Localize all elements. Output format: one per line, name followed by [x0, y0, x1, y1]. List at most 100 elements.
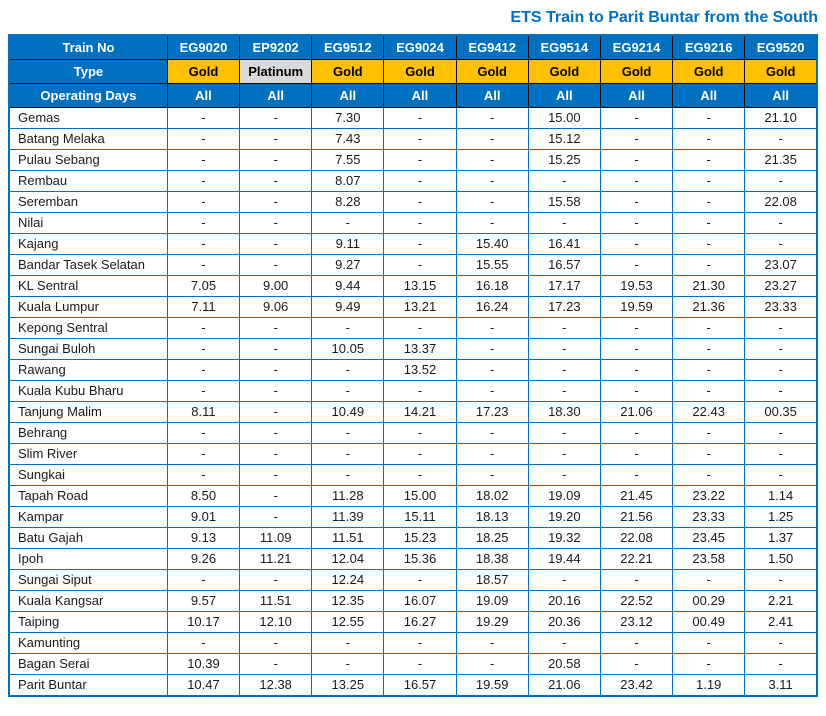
time-cell: 21.56: [599, 506, 674, 528]
train-no-cell: EG9024: [383, 34, 457, 60]
time-cell: 18.30: [527, 401, 601, 423]
time-cell: 7.11: [166, 296, 241, 318]
time-cell: -: [527, 170, 601, 192]
time-cell: 19.09: [455, 590, 529, 612]
time-cell: 20.16: [527, 590, 601, 612]
time-cell: -: [239, 506, 313, 528]
time-cell: 18.25: [455, 527, 529, 549]
time-cell: -: [166, 338, 241, 360]
time-cell: 19.29: [455, 611, 529, 633]
time-cell: 16.27: [383, 611, 457, 633]
time-cell: 15.58: [527, 191, 601, 213]
time-cell: -: [166, 380, 241, 402]
time-cell: -: [239, 191, 313, 213]
time-cell: -: [744, 338, 818, 360]
time-cell: 12.04: [311, 548, 385, 570]
time-cell: -: [455, 422, 529, 444]
station-name-cell: Bagan Serai: [8, 653, 168, 675]
type-row: Type Gold Platinum Gold Gold Gold Gold Gold Gold…: [8, 59, 818, 84]
time-cell: -: [166, 128, 241, 150]
time-cell: -: [672, 359, 746, 381]
time-cell: 10.17: [166, 611, 241, 633]
station-row: Nilai - - - - - - - - -: [8, 212, 818, 234]
train-type-cell: Gold: [599, 59, 674, 84]
header-label-train-no: Train No: [8, 34, 168, 60]
time-cell: 10.05: [311, 338, 385, 360]
time-cell: 11.51: [311, 527, 385, 549]
time-cell: -: [599, 233, 674, 255]
time-cell: -: [744, 233, 818, 255]
time-cell: -: [527, 359, 601, 381]
time-cell: -: [527, 443, 601, 465]
time-cell: -: [455, 149, 529, 171]
time-cell: 15.12: [527, 128, 601, 150]
station-row: Kuala Kubu Bharu - - - - - - - - -: [8, 380, 818, 402]
station-row: Gemas - -7.30- -15.00- -21.10: [8, 107, 818, 129]
time-cell: -: [383, 170, 457, 192]
time-cell: -: [599, 443, 674, 465]
time-cell: -: [455, 128, 529, 150]
station-row: Tapah Road 8.50-11.28 15.00 18.02 19.09 21.45…: [8, 485, 818, 507]
station-row: Batu Gajah 9.13 11.09 11.51 15.23 18.25 19.32 2…: [8, 527, 818, 549]
station-name-cell: Gemas: [8, 107, 168, 129]
time-cell: -: [383, 380, 457, 402]
time-cell: -: [599, 170, 674, 192]
time-cell: 19.32: [527, 527, 601, 549]
station-name-cell: Taiping: [8, 611, 168, 633]
time-cell: 16.57: [527, 254, 601, 276]
time-cell: 14.21: [383, 401, 457, 423]
time-cell: 15.25: [527, 149, 601, 171]
time-cell: -: [311, 317, 385, 339]
time-cell: 19.59: [455, 674, 529, 697]
time-cell: -: [672, 128, 746, 150]
time-cell: 21.30: [672, 275, 746, 297]
train-no-cell: EG9214: [599, 34, 674, 60]
time-cell: -: [599, 653, 674, 675]
station-name-cell: Rembau: [8, 170, 168, 192]
station-name-cell: Kajang: [8, 233, 168, 255]
train-no-cell: EG9020: [166, 34, 241, 60]
operating-days-cell: All: [672, 83, 746, 108]
operating-days-cell: All: [455, 83, 529, 108]
time-cell: -: [383, 212, 457, 234]
time-cell: 13.21: [383, 296, 457, 318]
time-cell: -: [672, 317, 746, 339]
time-cell: -: [166, 464, 241, 486]
station-name-cell: Sungai Buloh: [8, 338, 168, 360]
time-cell: 19.59: [599, 296, 674, 318]
time-cell: 9.27: [311, 254, 385, 276]
time-cell: 11.39: [311, 506, 385, 528]
header-label-type: Type: [8, 59, 168, 84]
time-cell: -: [455, 107, 529, 129]
time-cell: -: [311, 422, 385, 444]
time-cell: -: [239, 170, 313, 192]
time-cell: 21.10: [744, 107, 818, 129]
time-cell: -: [239, 569, 313, 591]
time-cell: 2.21: [744, 590, 818, 612]
time-cell: -: [672, 254, 746, 276]
station-name-cell: Nilai: [8, 212, 168, 234]
time-cell: 11.28: [311, 485, 385, 507]
time-cell: 23.27: [744, 275, 818, 297]
time-cell: 16.18: [455, 275, 529, 297]
time-cell: -: [383, 107, 457, 129]
time-cell: 16.57: [383, 674, 457, 697]
time-cell: -: [383, 191, 457, 213]
time-cell: -: [599, 128, 674, 150]
time-cell: 19.44: [527, 548, 601, 570]
time-cell: 21.36: [672, 296, 746, 318]
time-cell: -: [311, 464, 385, 486]
time-cell: -: [166, 422, 241, 444]
time-cell: -: [455, 380, 529, 402]
time-cell: -: [527, 380, 601, 402]
time-cell: -: [166, 170, 241, 192]
time-cell: -: [239, 443, 313, 465]
station-row: Ipoh 9.26 11.21 12.04 15.36 18.38 19.44 22.21 23…: [8, 548, 818, 570]
time-cell: 21.06: [527, 674, 601, 697]
station-row: KL Sentral 7.05 9.00 9.44 13.15 16.18 17.17 19.…: [8, 275, 818, 297]
time-cell: -: [744, 464, 818, 486]
operating-days-cell: All: [383, 83, 457, 108]
time-cell: -: [527, 212, 601, 234]
time-cell: -: [383, 149, 457, 171]
station-name-cell: Pulau Sebang: [8, 149, 168, 171]
